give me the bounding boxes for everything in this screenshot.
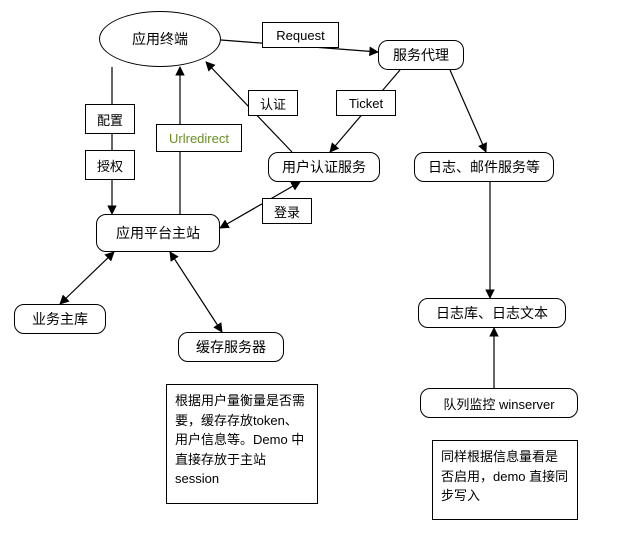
note-queue-text: 同样根据信息量看是否启用，demo 直接同步写入 <box>441 449 568 503</box>
note-queue: 同样根据信息量看是否启用，demo 直接同步写入 <box>432 440 578 520</box>
node-biz-db-label: 业务主库 <box>32 309 88 329</box>
node-auth-label: 认证 <box>248 90 298 116</box>
node-auth-label-text: 认证 <box>260 94 286 113</box>
node-ticket-label: Ticket <box>349 96 383 111</box>
node-config: 配置 <box>85 104 135 134</box>
node-config-label: 配置 <box>97 110 123 129</box>
node-proxy-label: 服务代理 <box>393 45 449 65</box>
node-login-label: 登录 <box>274 202 300 221</box>
node-request-label: Request <box>276 28 324 43</box>
node-authz: 授权 <box>85 150 135 180</box>
node-request: Request <box>262 22 339 48</box>
node-urlredirect: Urlredirect <box>156 124 242 152</box>
edge-proxy-log_mail <box>450 70 486 152</box>
node-cache-label: 缓存服务器 <box>196 337 266 357</box>
note-cache-text: 根据用户量衡量是否需要，缓存存放token、用户信息等。Demo 中直接存放于主… <box>175 393 305 486</box>
node-ticket: Ticket <box>336 90 396 116</box>
node-main-site: 应用平台主站 <box>96 214 220 252</box>
node-proxy: 服务代理 <box>378 40 464 70</box>
node-terminal-label: 应用终端 <box>132 29 188 49</box>
node-urlredirect-label: Urlredirect <box>169 131 229 146</box>
node-terminal: 应用终端 <box>99 11 221 67</box>
node-log-store-label: 日志库、日志文本 <box>436 303 548 323</box>
node-main-site-label: 应用平台主站 <box>116 223 200 243</box>
node-log-store: 日志库、日志文本 <box>418 298 566 328</box>
node-queue: 队列监控 winserver <box>420 388 578 418</box>
node-cache: 缓存服务器 <box>178 332 284 362</box>
edge-main_site-cache <box>170 252 222 332</box>
node-queue-label: 队列监控 winserver <box>443 394 554 413</box>
edge-main_site-biz_db <box>60 252 114 304</box>
node-user-auth-label: 用户认证服务 <box>282 157 366 177</box>
node-login: 登录 <box>262 198 312 224</box>
node-user-auth: 用户认证服务 <box>268 152 380 182</box>
note-cache: 根据用户量衡量是否需要，缓存存放token、用户信息等。Demo 中直接存放于主… <box>166 384 318 504</box>
node-authz-label: 授权 <box>97 156 123 175</box>
node-log-mail: 日志、邮件服务等 <box>414 152 554 182</box>
node-biz-db: 业务主库 <box>14 304 106 334</box>
node-log-mail-label: 日志、邮件服务等 <box>428 157 540 177</box>
